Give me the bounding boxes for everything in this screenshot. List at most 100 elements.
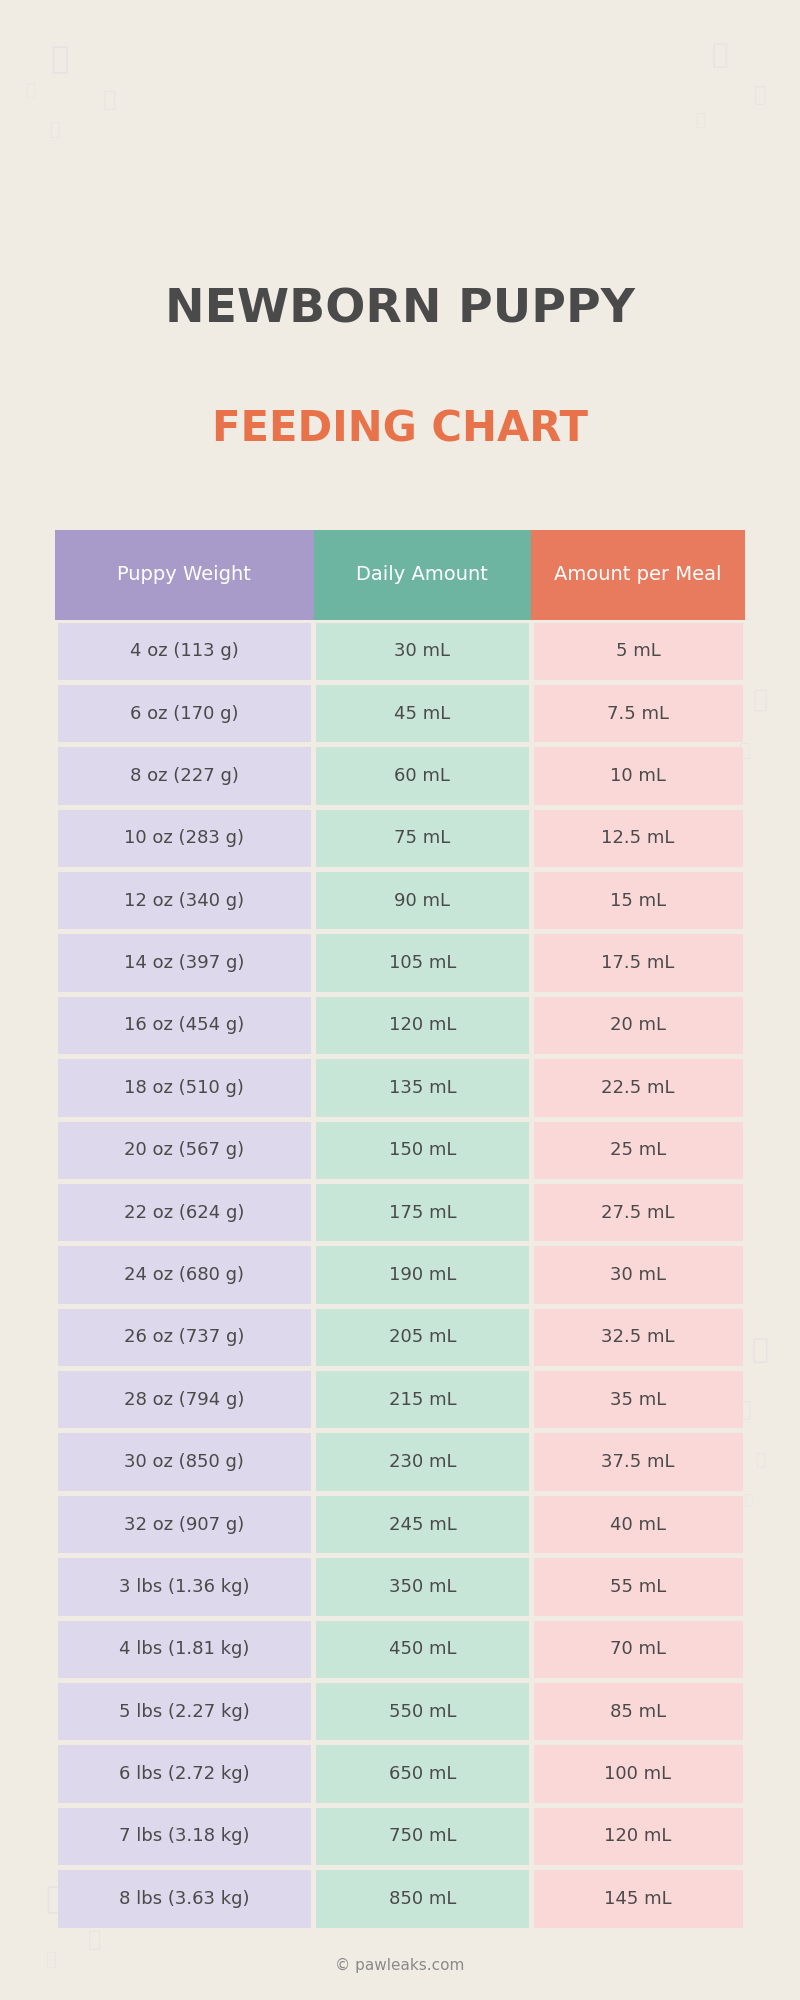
Bar — [316, 1558, 529, 1616]
Bar — [316, 1434, 529, 1490]
Bar — [316, 1746, 529, 1802]
Bar — [58, 1746, 311, 1802]
Bar — [534, 684, 742, 742]
Bar — [534, 1558, 742, 1616]
Bar — [316, 1372, 529, 1428]
Bar — [58, 810, 311, 868]
Bar — [314, 530, 531, 620]
Text: 12.5 mL: 12.5 mL — [602, 830, 674, 848]
Text: 8 oz (227 g): 8 oz (227 g) — [130, 766, 239, 784]
Bar — [534, 622, 742, 680]
Text: 🐾: 🐾 — [712, 40, 728, 68]
Text: Amount per Meal: Amount per Meal — [554, 566, 722, 584]
Bar — [316, 1808, 529, 1866]
Text: 120 mL: 120 mL — [604, 1828, 672, 1846]
Bar — [58, 996, 311, 1054]
Text: 6 lbs (2.72 kg): 6 lbs (2.72 kg) — [119, 1766, 250, 1784]
Text: 27.5 mL: 27.5 mL — [602, 1204, 675, 1222]
Text: 230 mL: 230 mL — [389, 1454, 456, 1472]
Bar — [316, 1496, 529, 1554]
Bar — [58, 1870, 311, 1928]
Text: 135 mL: 135 mL — [389, 1078, 456, 1096]
Text: Daily Amount: Daily Amount — [357, 566, 488, 584]
Text: 20 mL: 20 mL — [610, 1016, 666, 1034]
Bar — [316, 1184, 529, 1242]
Text: 450 mL: 450 mL — [389, 1640, 456, 1658]
Bar — [534, 996, 742, 1054]
Bar — [531, 530, 745, 620]
Text: NEWBORN PUPPY: NEWBORN PUPPY — [165, 288, 635, 332]
Text: 10 mL: 10 mL — [610, 766, 666, 784]
Text: © pawleaks.com: © pawleaks.com — [335, 1958, 465, 1972]
Text: 🐾: 🐾 — [738, 1400, 751, 1420]
Bar — [58, 1558, 311, 1616]
Text: 850 mL: 850 mL — [389, 1890, 456, 1908]
Text: Puppy Weight: Puppy Weight — [118, 566, 251, 584]
Text: 🐾: 🐾 — [754, 84, 766, 104]
Text: 650 mL: 650 mL — [389, 1766, 456, 1784]
Text: 120 mL: 120 mL — [389, 1016, 456, 1034]
Bar — [534, 934, 742, 992]
Text: 22.5 mL: 22.5 mL — [602, 1078, 675, 1096]
Bar — [534, 1122, 742, 1178]
Bar — [534, 1246, 742, 1304]
Text: 5 lbs (2.27 kg): 5 lbs (2.27 kg) — [119, 1702, 250, 1720]
Text: 15 mL: 15 mL — [610, 892, 666, 910]
Bar — [58, 1620, 311, 1678]
Text: 350 mL: 350 mL — [389, 1578, 456, 1596]
Text: 25 mL: 25 mL — [610, 1142, 666, 1160]
Text: 40 mL: 40 mL — [610, 1516, 666, 1534]
Text: 🐾: 🐾 — [51, 46, 69, 74]
Bar — [316, 622, 529, 680]
Text: 150 mL: 150 mL — [389, 1142, 456, 1160]
Text: 70 mL: 70 mL — [610, 1640, 666, 1658]
Text: 8 lbs (3.63 kg): 8 lbs (3.63 kg) — [119, 1890, 250, 1908]
Text: 215 mL: 215 mL — [389, 1390, 456, 1408]
Bar — [534, 748, 742, 804]
Text: 105 mL: 105 mL — [389, 954, 456, 972]
Text: 28 oz (794 g): 28 oz (794 g) — [124, 1390, 245, 1408]
Bar — [316, 684, 529, 742]
Text: 10 oz (283 g): 10 oz (283 g) — [124, 830, 244, 848]
Text: 🐾: 🐾 — [752, 1336, 768, 1364]
Bar — [534, 1682, 742, 1740]
Text: 55 mL: 55 mL — [610, 1578, 666, 1596]
Bar — [534, 872, 742, 930]
Text: 🐾: 🐾 — [88, 1930, 102, 1950]
Bar — [316, 1620, 529, 1678]
Text: 45 mL: 45 mL — [394, 704, 450, 722]
Text: 🐾: 🐾 — [45, 1952, 55, 1968]
Text: 7.5 mL: 7.5 mL — [607, 704, 669, 722]
Text: 30 oz (850 g): 30 oz (850 g) — [125, 1454, 244, 1472]
Text: 4 oz (113 g): 4 oz (113 g) — [130, 642, 238, 660]
Bar — [534, 1060, 742, 1116]
Bar — [316, 996, 529, 1054]
Bar — [58, 1808, 311, 1866]
Bar — [316, 1870, 529, 1928]
Text: 🐾: 🐾 — [46, 1886, 64, 1914]
Bar — [58, 1122, 311, 1178]
Text: 5 mL: 5 mL — [616, 642, 661, 660]
Bar — [316, 934, 529, 992]
Text: 17.5 mL: 17.5 mL — [602, 954, 674, 972]
Bar — [534, 1620, 742, 1678]
Text: 145 mL: 145 mL — [604, 1890, 672, 1908]
Text: 24 oz (680 g): 24 oz (680 g) — [124, 1266, 244, 1284]
Text: 30 mL: 30 mL — [610, 1266, 666, 1284]
Bar — [534, 1808, 742, 1866]
Text: 6 oz (170 g): 6 oz (170 g) — [130, 704, 238, 722]
Bar — [316, 1060, 529, 1116]
Text: 7 lbs (3.18 kg): 7 lbs (3.18 kg) — [119, 1828, 250, 1846]
Text: 🐾: 🐾 — [753, 688, 767, 712]
Text: 14 oz (397 g): 14 oz (397 g) — [124, 954, 245, 972]
Text: 90 mL: 90 mL — [394, 892, 450, 910]
Text: 🐾: 🐾 — [25, 80, 35, 98]
Text: 18 oz (510 g): 18 oz (510 g) — [125, 1078, 244, 1096]
Text: 22 oz (624 g): 22 oz (624 g) — [124, 1204, 245, 1222]
Bar — [534, 1372, 742, 1428]
Text: 32.5 mL: 32.5 mL — [602, 1328, 675, 1346]
Text: 🐾: 🐾 — [755, 1452, 765, 1468]
Text: 245 mL: 245 mL — [389, 1516, 456, 1534]
Text: 75 mL: 75 mL — [394, 830, 450, 848]
Bar — [316, 1682, 529, 1740]
